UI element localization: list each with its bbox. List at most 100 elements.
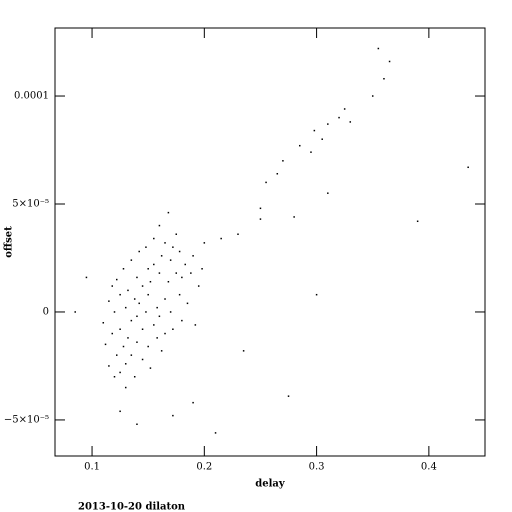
point	[265, 181, 267, 184]
point	[158, 224, 161, 227]
point	[167, 280, 170, 283]
point	[259, 207, 262, 210]
point	[276, 173, 279, 175]
point	[181, 276, 183, 279]
point	[293, 216, 295, 218]
point	[145, 311, 147, 313]
point	[130, 319, 133, 322]
x-tick-label: 0.3	[309, 462, 325, 473]
point	[115, 278, 118, 281]
point	[119, 371, 121, 374]
point	[214, 432, 217, 434]
point	[184, 263, 186, 266]
point	[175, 233, 178, 235]
caption: 2013-10-20 dilaton	[78, 502, 186, 512]
point	[156, 306, 158, 309]
point	[416, 220, 419, 223]
point	[130, 354, 133, 356]
point	[197, 285, 200, 287]
point	[115, 354, 118, 356]
point	[158, 315, 161, 318]
point	[190, 272, 192, 274]
point	[178, 250, 181, 253]
point	[153, 263, 155, 266]
point	[169, 259, 172, 261]
point	[149, 280, 152, 283]
point	[147, 268, 149, 270]
point	[321, 138, 323, 140]
point	[119, 293, 121, 296]
point	[136, 315, 138, 318]
point	[138, 302, 140, 305]
x-tick-label: 0.1	[84, 462, 100, 473]
point	[147, 293, 149, 296]
point	[377, 47, 380, 50]
point	[237, 233, 239, 235]
point	[181, 319, 183, 322]
point	[104, 343, 107, 346]
point	[113, 375, 116, 378]
point	[127, 337, 129, 339]
point	[102, 322, 105, 324]
point	[201, 268, 203, 270]
point	[136, 276, 138, 279]
point	[141, 285, 144, 287]
point	[172, 328, 174, 330]
point	[160, 350, 163, 352]
point	[108, 300, 110, 302]
point	[313, 129, 316, 132]
y-tick-label: 5×10⁻⁵	[12, 198, 49, 209]
point	[186, 302, 189, 305]
point	[220, 237, 222, 240]
point	[136, 341, 138, 343]
point	[111, 285, 114, 287]
point	[167, 211, 170, 214]
x-axis-label: delay	[255, 479, 286, 490]
x-tick-label: 0.2	[196, 462, 212, 473]
point	[164, 332, 166, 335]
point	[282, 160, 284, 162]
point	[194, 324, 197, 326]
point	[85, 276, 88, 279]
plot-frame	[54, 27, 486, 457]
y-axis-label: offset	[4, 226, 15, 258]
point	[178, 293, 181, 296]
point	[138, 250, 140, 253]
point	[133, 375, 136, 378]
y-tick-label: 0	[43, 306, 49, 317]
point	[124, 306, 127, 309]
point	[156, 337, 158, 339]
point	[383, 77, 385, 80]
point	[145, 246, 147, 248]
point	[122, 268, 125, 270]
point	[147, 345, 149, 348]
point	[136, 423, 138, 426]
point	[327, 123, 329, 125]
point	[122, 345, 125, 348]
point	[111, 332, 114, 335]
point	[124, 386, 127, 389]
point	[371, 95, 374, 97]
point	[172, 414, 174, 417]
point	[327, 192, 329, 194]
point	[349, 121, 352, 123]
point	[141, 328, 144, 330]
point	[74, 311, 76, 313]
point	[133, 298, 136, 300]
point	[259, 218, 262, 220]
point	[158, 272, 161, 274]
point	[153, 324, 155, 326]
point	[127, 289, 129, 292]
point	[130, 259, 133, 261]
point	[192, 401, 194, 404]
point	[108, 365, 110, 367]
point	[310, 151, 312, 153]
point	[192, 255, 194, 257]
point	[172, 246, 174, 248]
point	[119, 410, 121, 413]
point	[124, 363, 127, 365]
point	[315, 293, 318, 296]
point	[343, 108, 346, 110]
x-tick-label: 0.4	[421, 462, 437, 473]
